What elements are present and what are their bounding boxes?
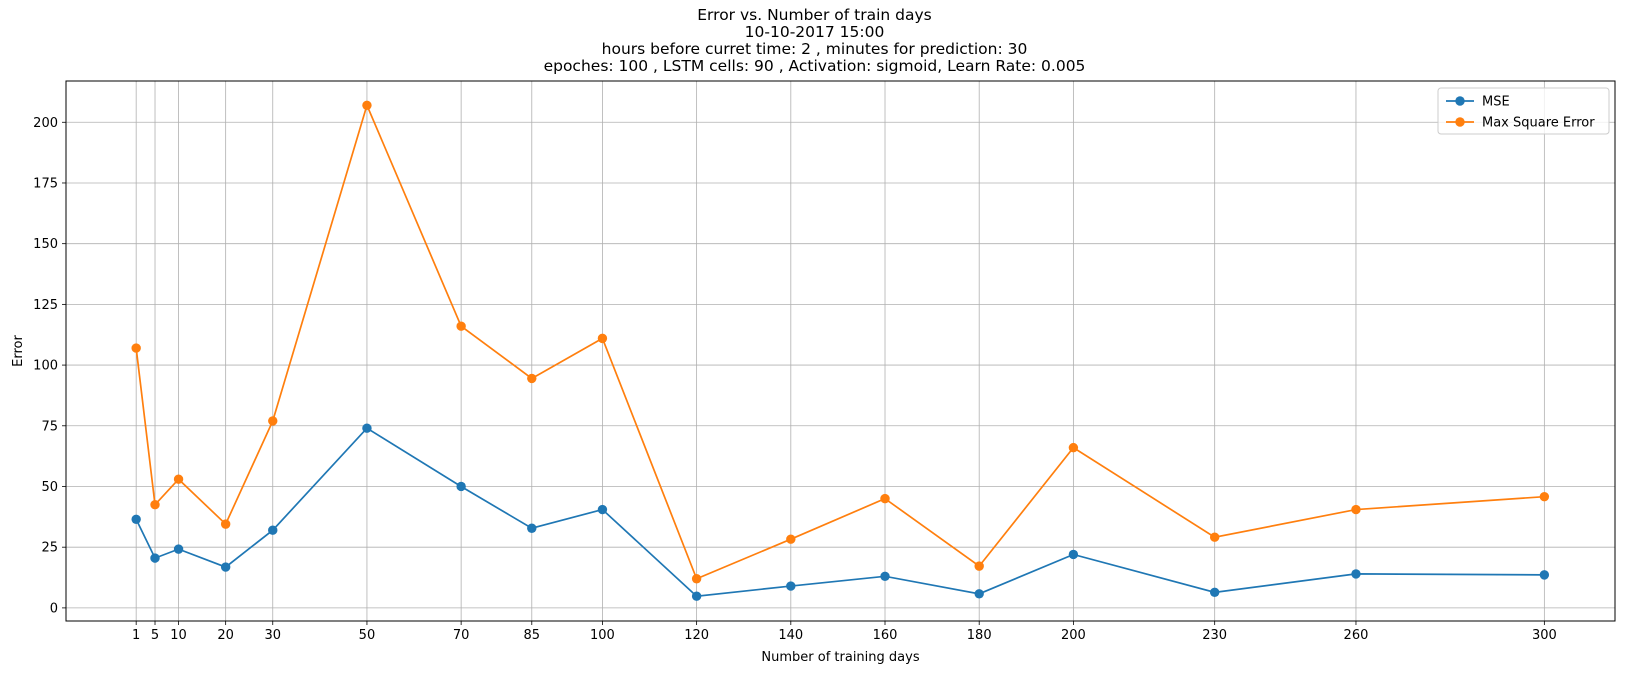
x-tick-label: 100 [590, 628, 615, 643]
x-tick-label: 1 [132, 628, 140, 643]
legend: MSE Max Square Error [1437, 87, 1610, 135]
data-point [268, 525, 278, 535]
data-point [691, 574, 702, 584]
data-point [1068, 442, 1079, 453]
x-tick-label: 180 [967, 628, 992, 643]
series-line [135, 427, 1545, 598]
legend-label: MSE [1482, 95, 1510, 110]
data-point [880, 493, 890, 504]
series-0 [131, 423, 1550, 601]
data-point [786, 534, 796, 544]
x-tick-label: 85 [524, 628, 541, 643]
x-tick-label: 50 [359, 628, 376, 643]
data-point [1539, 570, 1550, 580]
x-tick-label: 160 [873, 628, 898, 643]
data-point [268, 416, 278, 426]
x-tick-label: 260 [1344, 628, 1369, 643]
data-point [691, 591, 702, 601]
data-point [786, 581, 796, 591]
x-tick-label: 10 [170, 628, 187, 643]
x-tick-label: 5 [151, 628, 159, 643]
x-tick-label: 30 [264, 628, 281, 643]
series-layer [131, 100, 1550, 601]
data-point [131, 514, 141, 524]
data-point [974, 589, 984, 599]
data-point [456, 481, 466, 492]
x-tick-label: 200 [1061, 628, 1086, 643]
x-axis-ticks: 1 5 10 20 30 50 70 85 100 120 140 160 180 200 230 260 30… [132, 621, 1557, 643]
data-point [1539, 491, 1550, 502]
series-1 [131, 100, 1550, 584]
data-point [597, 333, 608, 344]
plot-frame [65, 80, 1616, 622]
legend-marker [1455, 96, 1465, 106]
y-axis-ticks: 0 25 50 75 100 125 150 175 200 [33, 116, 66, 616]
data-point [173, 544, 184, 554]
y-tick-label: 150 [33, 237, 58, 252]
x-tick-label: 140 [778, 628, 803, 643]
y-tick-label: 175 [33, 176, 58, 191]
y-tick-label: 200 [33, 116, 58, 131]
legend-marker [1455, 117, 1465, 127]
data-point [456, 321, 466, 331]
data-point [220, 519, 231, 529]
y-tick-label: 25 [41, 541, 58, 556]
chart-title-line-4: epoches: 100 , LSTM cells: 90 , Activati… [543, 57, 1086, 75]
data-point [880, 571, 890, 582]
data-point [362, 100, 372, 110]
data-point [220, 562, 231, 572]
chart-title: Error vs. Number of train days 10-10-201… [0, 7, 1629, 75]
data-point [527, 373, 537, 384]
y-tick-label: 50 [41, 480, 58, 495]
data-point [150, 553, 160, 563]
y-tick-label: 75 [41, 419, 58, 434]
data-point [1068, 549, 1079, 560]
y-axis-label: Error [11, 335, 26, 367]
chart-title-line-2: 10-10-2017 15:00 [744, 23, 885, 41]
data-point [362, 423, 372, 433]
x-tick-label: 230 [1202, 628, 1227, 643]
x-axis-label: Number of training days [761, 650, 919, 665]
chart-title-line-1: Error vs. Number of train days [697, 6, 932, 24]
x-tick-label: 20 [217, 628, 234, 643]
data-point [150, 499, 160, 510]
grid-lines [66, 81, 1615, 621]
chart-title-line-3: hours before curret time: 2 , minutes fo… [601, 40, 1028, 58]
legend-label: Max Square Error [1482, 116, 1595, 131]
y-tick-label: 100 [33, 359, 58, 374]
x-tick-label: 120 [684, 628, 709, 643]
data-point [131, 343, 141, 353]
y-tick-label: 125 [33, 298, 58, 313]
x-tick-label: 300 [1532, 628, 1557, 643]
data-point [1209, 532, 1220, 542]
data-point [1209, 587, 1220, 598]
x-tick-label: 70 [453, 628, 470, 643]
data-point [173, 474, 184, 484]
data-point [527, 523, 537, 533]
data-point [974, 561, 984, 571]
series-line [135, 102, 1545, 580]
legend-frame [1437, 87, 1610, 135]
data-point [597, 504, 608, 515]
data-point [1351, 569, 1361, 579]
data-point [1351, 504, 1361, 515]
y-tick-label: 0 [50, 601, 58, 616]
